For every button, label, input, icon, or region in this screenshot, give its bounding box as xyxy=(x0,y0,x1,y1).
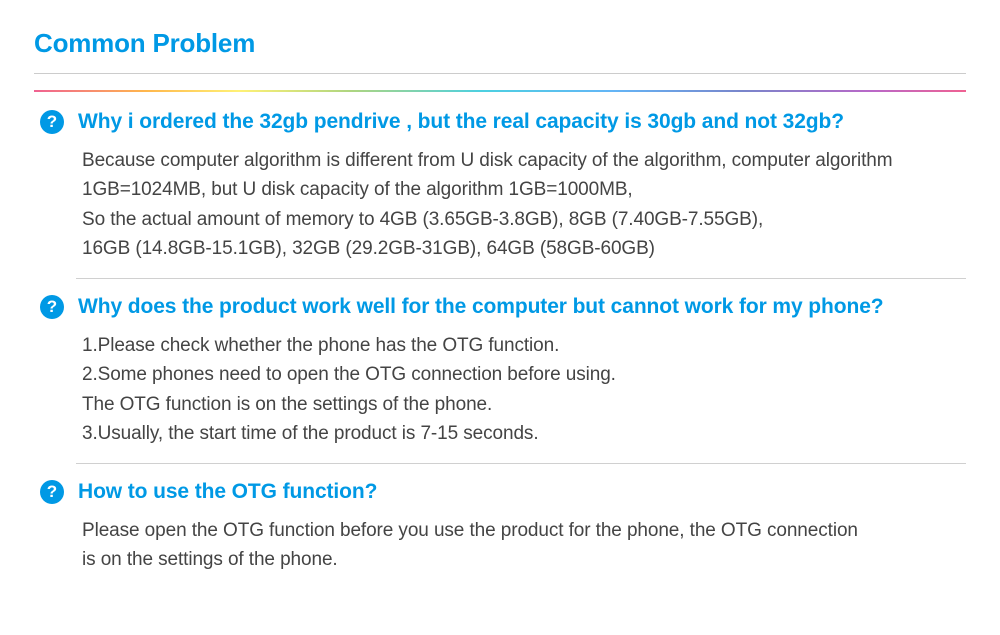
faq-answer-text: Because computer algorithm is different … xyxy=(40,146,966,264)
question-mark-icon: ? xyxy=(40,480,64,504)
faq-item: ? How to use the OTG function? Please op… xyxy=(34,480,966,575)
faq-question-row: ? Why i ordered the 32gb pendrive , but … xyxy=(40,110,966,134)
faq-divider xyxy=(76,278,966,279)
faq-divider xyxy=(76,463,966,464)
question-mark-icon: ? xyxy=(40,110,64,134)
faq-question-row: ? How to use the OTG function? xyxy=(40,480,966,504)
faq-item: ? Why does the product work well for the… xyxy=(34,295,966,449)
faq-question-text: Why i ordered the 32gb pendrive , but th… xyxy=(78,110,844,134)
page-title: Common Problem xyxy=(34,28,966,74)
faq-answer-text: 1.Please check whether the phone has the… xyxy=(40,331,966,449)
faq-question-text: Why does the product work well for the c… xyxy=(78,295,884,319)
faq-question-text: How to use the OTG function? xyxy=(78,480,377,504)
question-mark-icon: ? xyxy=(40,295,64,319)
rainbow-divider xyxy=(34,90,966,92)
faq-question-row: ? Why does the product work well for the… xyxy=(40,295,966,319)
faq-answer-text: Please open the OTG function before you … xyxy=(40,516,966,575)
faq-item: ? Why i ordered the 32gb pendrive , but … xyxy=(34,110,966,264)
